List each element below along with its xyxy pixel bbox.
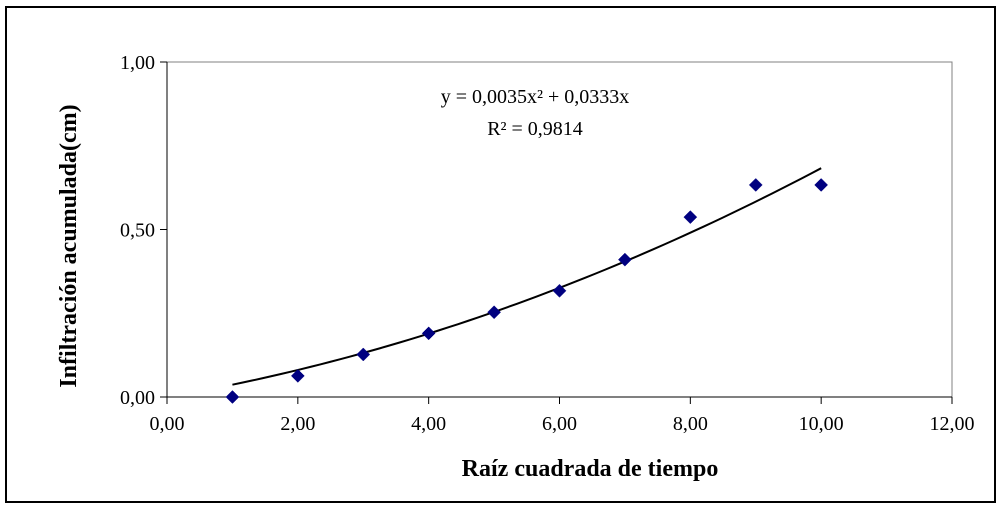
trendline-equation: y = 0,0035x² + 0,0333x: [441, 86, 630, 108]
data-point: [683, 210, 698, 224]
y-tick-label: 0,00: [120, 387, 155, 409]
y-tick-label: 1,00: [120, 52, 155, 74]
x-tick-label: 12,00: [930, 413, 975, 435]
y-tick-label: 0,50: [120, 220, 155, 242]
data-point: [356, 347, 371, 362]
data-point: [421, 326, 436, 341]
y-axis-title: Infiltración acumulada(cm): [56, 104, 82, 387]
x-tick-label: 8,00: [673, 413, 708, 435]
trendline-curve: [232, 167, 822, 386]
r-squared-label: R² = 0,9814: [487, 118, 583, 140]
x-tick-label: 0,00: [150, 413, 185, 435]
data-point: [814, 178, 829, 192]
data-point: [618, 252, 632, 267]
data-point: [748, 178, 763, 192]
data-point: [552, 283, 567, 298]
plot-area: [166, 61, 953, 398]
x-tick-label: 2,00: [280, 413, 315, 435]
x-axis-title: Raíz cuadrada de tiempo: [462, 456, 719, 482]
data-point: [290, 369, 305, 383]
data-point: [487, 305, 501, 320]
x-tick-label: 4,00: [411, 413, 446, 435]
x-tick-label: 10,00: [799, 413, 844, 435]
x-tick-label: 6,00: [542, 413, 577, 435]
data-point: [225, 390, 240, 404]
